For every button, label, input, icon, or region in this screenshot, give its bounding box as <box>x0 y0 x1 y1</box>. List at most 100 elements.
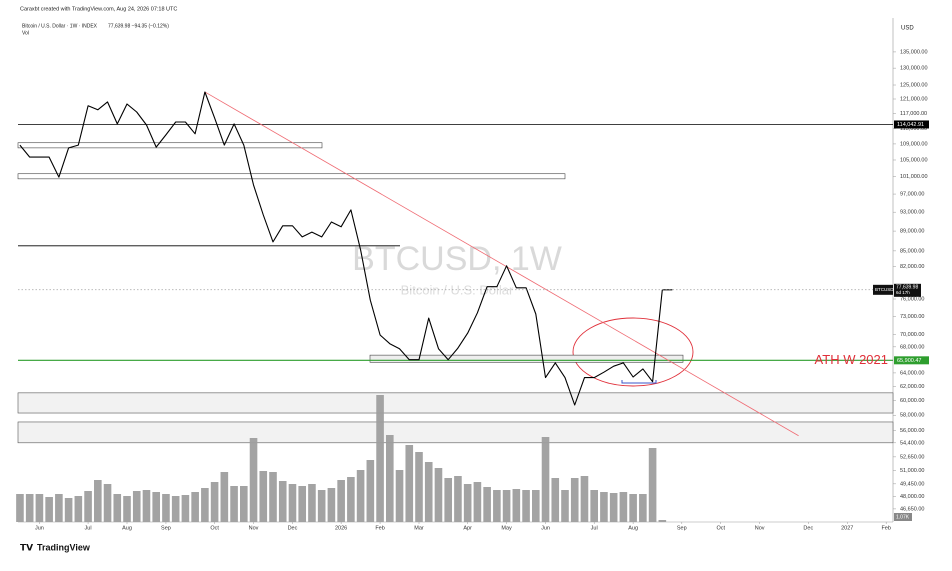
volume-bar <box>64 498 73 522</box>
volume-bar <box>405 445 414 522</box>
volume-bar <box>531 490 540 522</box>
y-tick-label: 82,000.00 <box>900 264 924 270</box>
zone <box>17 421 894 444</box>
volume-bar <box>356 470 365 522</box>
volume-bar <box>220 472 229 522</box>
volume-bar <box>269 472 277 522</box>
y-tick-label: 117,000.00 <box>900 111 927 117</box>
volume-bar <box>113 494 122 522</box>
x-tick-label: Jun <box>541 525 550 531</box>
credit: Caraxbt created with TradingView.com, Au… <box>20 6 177 12</box>
y-tick-label: 56,000.00 <box>900 428 924 434</box>
bracket <box>621 380 657 384</box>
volume-bar <box>502 490 511 522</box>
volume-bar <box>512 489 521 522</box>
volume-bar <box>639 494 647 522</box>
y-tick-label: 51,000.00 <box>900 468 924 474</box>
volume-bar <box>230 486 238 522</box>
volume-bar <box>278 481 287 522</box>
volume-bar <box>201 488 209 522</box>
trendline <box>204 91 799 437</box>
volume-bar <box>629 494 637 522</box>
volume-bar <box>171 496 180 522</box>
x-tick-label: 2027 <box>841 525 853 531</box>
y-tick-label: 85,000.00 <box>900 248 924 254</box>
volume-bar <box>74 496 83 522</box>
volume-bar <box>395 470 404 522</box>
volume-bar <box>327 488 336 522</box>
level-badge <box>894 356 929 365</box>
volume-bar <box>16 494 24 522</box>
y-tick-label: 113,000.00 <box>900 126 927 132</box>
volume-bar <box>424 462 433 522</box>
x-tick-label: Sep <box>677 525 687 531</box>
y-tick-label: 76,000.00 <box>900 296 924 302</box>
highlight-ellipse <box>572 317 694 387</box>
x-tick-label: Jun <box>35 525 44 531</box>
y-tick-label: 97,000.00 <box>900 192 924 198</box>
y-tick-label: 109,000.00 <box>900 141 928 147</box>
volume-bar <box>35 494 44 522</box>
brand: TradingView <box>37 542 91 552</box>
x-tick-label: Nov <box>755 525 765 531</box>
symbol-line: Bitcoin / U.S. Dollar · 1W · INDEX <box>22 23 98 29</box>
volume-bar <box>298 486 307 522</box>
volume-bar <box>434 468 443 522</box>
price-badge-countdown: 6d 17h <box>896 290 910 295</box>
volume-badge-label: 1.07K <box>896 514 910 520</box>
volume-bar <box>249 438 258 522</box>
volume-bar <box>288 484 297 522</box>
x-tick-label: Jul <box>591 525 598 531</box>
volume-bar <box>609 493 618 522</box>
y-tick-label: 73,000.00 <box>900 314 924 320</box>
volume-bar <box>522 490 530 522</box>
zone <box>17 142 323 149</box>
price-badge-value-bg <box>894 283 921 297</box>
volume-bar <box>454 476 462 522</box>
x-tick-label: Feb <box>375 525 384 531</box>
volume-bar <box>561 490 569 522</box>
price-line <box>19 91 663 406</box>
volume-bar <box>45 497 53 522</box>
x-tick-label: Sep <box>161 525 171 531</box>
price-badge-value: 77,639.98 <box>896 285 918 291</box>
volume-bar <box>386 435 394 522</box>
volume-bar <box>103 484 112 522</box>
y-tick-label: 89,000.00 <box>900 229 924 235</box>
watermark: BTCUSD, 1W <box>352 240 562 278</box>
volume-bar <box>580 476 589 522</box>
x-tick-label: Aug <box>628 525 638 531</box>
x-tick-label: Dec <box>288 525 298 531</box>
volume-bar <box>317 490 326 522</box>
volume-bar <box>551 478 560 522</box>
volume-bar <box>376 395 384 522</box>
volume-label: Vol <box>22 30 29 36</box>
volume-bar <box>123 496 131 522</box>
zone <box>17 173 566 180</box>
volume-bar <box>132 491 141 522</box>
zone <box>369 354 684 363</box>
volume-bar <box>25 494 34 522</box>
level-note: ATH W 2021 <box>815 352 888 367</box>
volume-bar <box>181 495 190 522</box>
volume-bar <box>347 477 355 522</box>
volume-bar <box>648 448 657 522</box>
price-badge-symbol: BTCUSD <box>875 287 894 292</box>
volume-bar <box>210 482 219 522</box>
y-tick-label: 48,000.00 <box>900 494 924 500</box>
x-tick-label: 2026 <box>335 525 347 531</box>
y-tick-label: 52,650.00 <box>900 454 924 460</box>
watermark-sub: Bitcoin / U.S. Dollar <box>401 282 514 297</box>
brand-logo: 𝗧𝗩 TradingView <box>20 542 91 552</box>
volume-bar <box>444 478 453 522</box>
y-tick-label: 64,000.00 <box>900 370 924 376</box>
level-label: 65,900.47 <box>897 358 921 364</box>
volume-bar <box>658 520 667 522</box>
y-tick-label: 54,400.00 <box>900 440 924 446</box>
volume-bar <box>240 486 248 522</box>
y-tick-label: 135,000.00 <box>900 49 928 55</box>
volume-bar <box>142 490 151 522</box>
y-tick-label: 49,450.00 <box>900 481 924 487</box>
y-tick-label: 105,000.00 <box>900 157 928 163</box>
